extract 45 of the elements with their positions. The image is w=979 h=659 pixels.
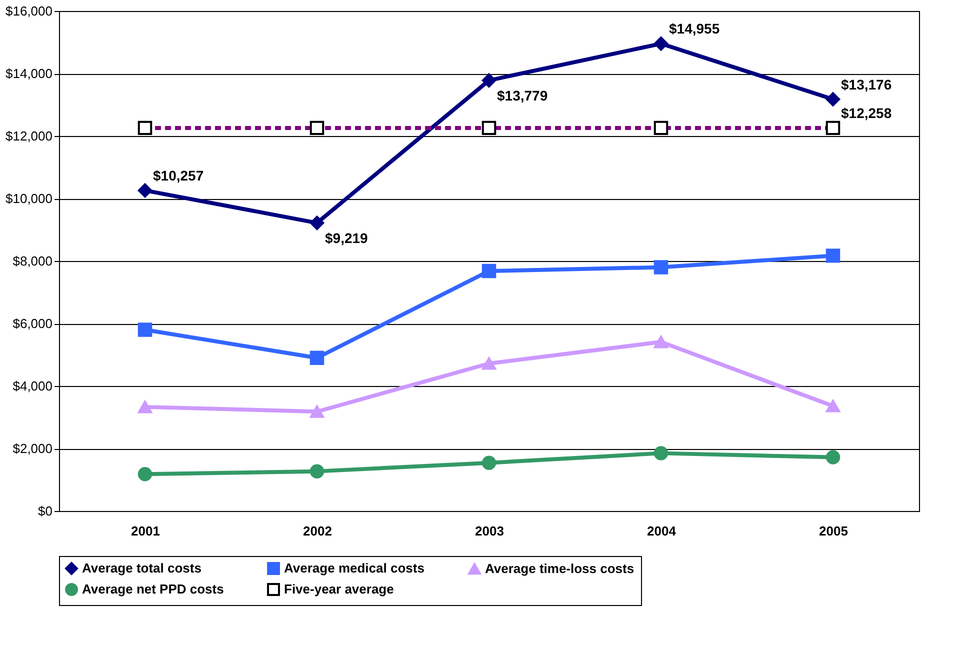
y-tick-label: $0: [38, 504, 52, 518]
point: [310, 216, 324, 230]
legend-label: Average total costs: [82, 560, 202, 576]
point: [138, 322, 152, 337]
legend-label: Average net PPD costs: [82, 582, 224, 596]
data-label: $10,257: [153, 167, 204, 184]
y-tick-label: $12,000: [6, 128, 52, 144]
y-tick-label: $6,000: [12, 316, 52, 331]
data-label: $14,955: [669, 20, 720, 37]
point: [310, 405, 324, 418]
point: [138, 400, 152, 414]
point: [826, 450, 840, 464]
point: [138, 467, 152, 482]
x-tick-label: 2003: [475, 524, 504, 538]
legend-label: Average medical costs: [284, 560, 424, 576]
point: [482, 357, 496, 370]
point: [654, 36, 668, 51]
point: [826, 400, 840, 412]
data-label: $9,219: [325, 230, 368, 246]
data-label: $13,176: [841, 76, 892, 92]
y-tick-label: $8,000: [12, 254, 52, 268]
x-tick-label: 2002: [303, 524, 332, 538]
y-tick-label: $2,000: [12, 441, 52, 456]
legend-label: Five-year average: [284, 582, 394, 596]
point: [138, 183, 152, 198]
data-label: $13,779: [497, 87, 548, 104]
point: [826, 92, 840, 106]
x-tick-label: 2001: [131, 524, 160, 538]
legend-label: Average time-loss costs: [485, 560, 634, 576]
x-tick-label: 2005: [819, 524, 848, 538]
point: [310, 464, 324, 478]
y-tick-label: $14,000: [6, 66, 52, 81]
point: [482, 73, 496, 88]
data-label: $12,258: [841, 104, 892, 121]
point: [310, 350, 324, 365]
point: [654, 446, 668, 460]
point: [826, 248, 840, 263]
point: [482, 456, 496, 470]
point: [654, 260, 668, 274]
y-tick-label: $4,000: [12, 378, 52, 394]
point: [482, 264, 496, 278]
point: [654, 336, 668, 348]
y-tick-label: $10,000: [6, 191, 52, 206]
x-tick-label: 2004: [647, 524, 677, 538]
y-tick-label: $16,000: [6, 4, 52, 18]
